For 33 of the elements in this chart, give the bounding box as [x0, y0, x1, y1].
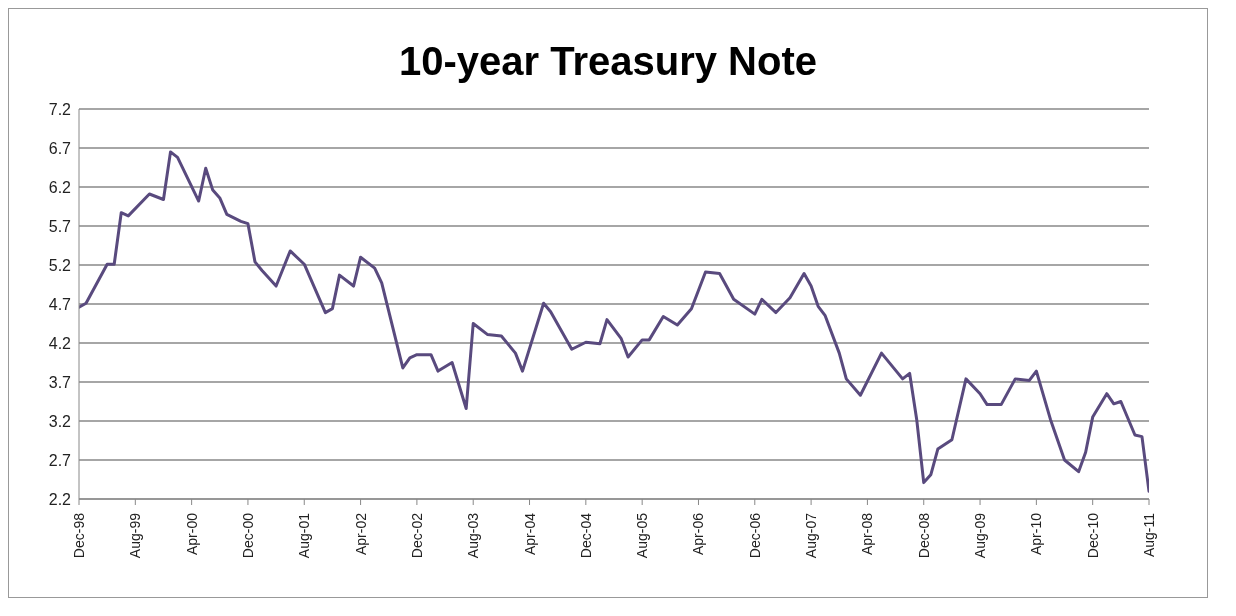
x-tick-label: Dec-98	[71, 512, 87, 559]
y-tick-label: 3.2	[48, 412, 72, 430]
y-tick-label: 7.2	[48, 100, 72, 118]
y-tick-label: 4.2	[48, 334, 72, 352]
x-tick-label: Apr-04	[521, 512, 538, 556]
x-tick-label: Dec-02	[408, 512, 425, 559]
x-tick-label: Dec-10	[1084, 512, 1101, 559]
x-tick-label: Aug-03	[465, 512, 482, 559]
x-tick-label: Apr-02	[352, 512, 369, 556]
y-tick-label: 6.2	[48, 178, 72, 196]
x-tick-label: Apr-08	[859, 512, 876, 556]
x-tick-label: Apr-10	[1028, 512, 1045, 556]
y-tick-label: 5.7	[48, 217, 72, 235]
y-tick-label: 6.7	[48, 139, 72, 157]
x-tick-label: Aug-05	[634, 512, 651, 559]
y-tick-label: 3.7	[48, 373, 72, 391]
x-tick-label: Aug-99	[127, 512, 144, 559]
x-tick-label: Dec-08	[915, 512, 932, 559]
x-tick-label: Dec-06	[746, 512, 763, 559]
chart-title: 10-year Treasury Note	[398, 38, 818, 85]
y-tick-label: 2.2	[48, 490, 72, 508]
x-tick-label: Aug-01	[296, 512, 313, 559]
x-tick-label: Apr-00	[183, 512, 200, 556]
y-tick-label: 2.7	[48, 451, 72, 469]
x-tick-label: Apr-06	[690, 512, 707, 556]
x-tick-label: Dec-00	[239, 512, 256, 559]
y-tick-label: 4.7	[48, 295, 72, 313]
y-tick-label: 5.2	[48, 256, 72, 274]
x-tick-label: Aug-11	[1141, 512, 1157, 558]
x-tick-label: Dec-04	[577, 512, 594, 559]
line-series	[79, 150, 1149, 493]
x-tick-label: Aug-07	[803, 512, 820, 559]
x-tick-label: Aug-09	[972, 512, 989, 559]
